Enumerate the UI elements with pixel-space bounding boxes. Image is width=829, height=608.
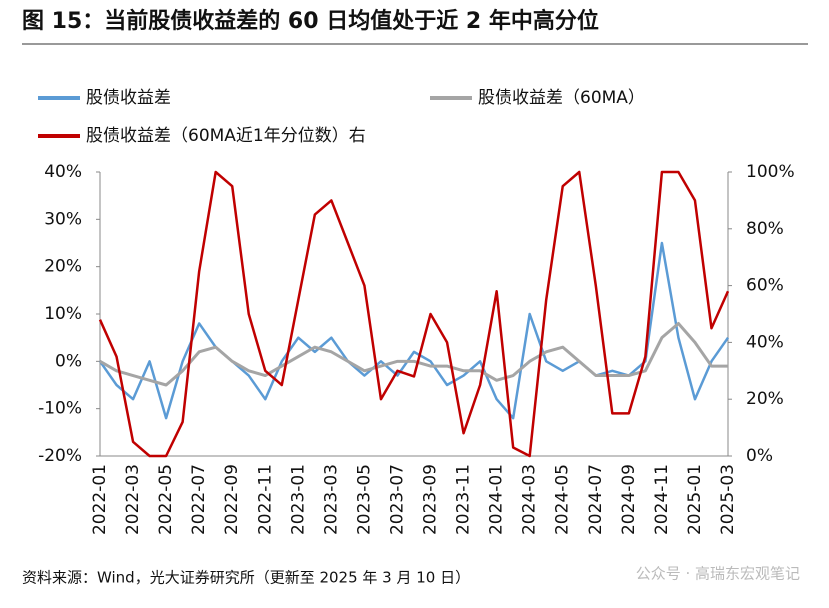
x-tick-label: 2023-01 (288, 464, 308, 535)
legend-label: 股债收益差（60MA） (478, 88, 645, 108)
y-tick-label: -10% (38, 399, 82, 419)
y-tick-label: 30% (44, 209, 82, 229)
x-tick-label: 2024-03 (520, 464, 540, 535)
y2-tick-label: 40% (746, 332, 784, 352)
series-line (98, 241, 730, 420)
y-tick-label: 0% (55, 351, 82, 371)
y2-tick-label: 20% (746, 389, 784, 409)
x-tick-label: 2023-11 (454, 464, 474, 535)
x-tick-label: 2023-09 (421, 464, 441, 535)
x-tick-label: 2024-01 (487, 464, 507, 535)
y-tick-label: 40% (44, 162, 82, 182)
y-tick-label: -20% (38, 446, 82, 466)
y-tick-label: 20% (44, 257, 82, 277)
x-tick-label: 2023-03 (321, 464, 341, 535)
x-tick-label: 2022-05 (156, 464, 176, 535)
series-line (98, 170, 730, 458)
y-tick-label: 10% (44, 304, 82, 324)
chart-title: 图 15：当前股债收益差的 60 日均值处于近 2 年中高分位 (22, 8, 599, 34)
x-tick-label: 2022-09 (222, 464, 242, 535)
y2-tick-label: 100% (746, 162, 795, 182)
x-tick-label: 2022-01 (90, 464, 110, 535)
series-line (99, 321, 728, 387)
source: 资料来源：Wind，光大证券研究所（更新至 2025 年 3 月 10 日） (22, 569, 470, 587)
x-tick-label: 2023-05 (354, 464, 374, 535)
y2-tick-label: 80% (746, 219, 784, 239)
x-tick-label: 2024-05 (553, 464, 573, 535)
x-tick-label: 2024-09 (619, 464, 639, 535)
x-tick-label: 2024-11 (652, 464, 672, 535)
x-tick-label: 2022-11 (255, 464, 275, 535)
y2-tick-label: 60% (746, 276, 784, 296)
y2-tick-label: 0% (746, 446, 773, 466)
legend-label: 股债收益差 (86, 88, 171, 108)
legend-label: 股债收益差（60MA近1年分位数）右 (86, 126, 366, 146)
x-tick-label: 2022-03 (123, 464, 143, 535)
x-tick-label: 2023-07 (387, 464, 407, 535)
x-tick-label: 2025-01 (685, 464, 705, 535)
x-tick-label: 2025-03 (718, 464, 738, 535)
x-tick-label: 2024-07 (586, 464, 606, 535)
x-tick-label: 2022-07 (189, 464, 209, 535)
watermark: 公众号 · 高瑞东宏观笔记 (636, 565, 800, 583)
